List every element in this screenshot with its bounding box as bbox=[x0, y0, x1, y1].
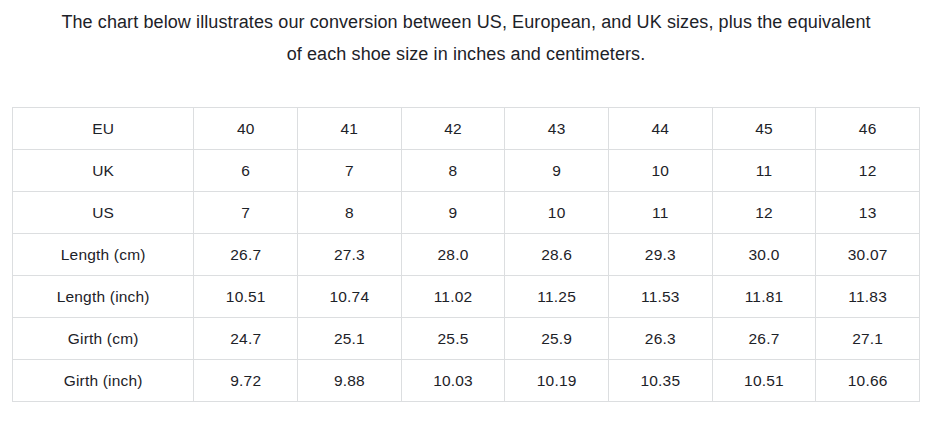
value-cell: 45 bbox=[712, 108, 816, 150]
table-row-eu: EU40414243444546 bbox=[13, 108, 920, 150]
value-cell: 8 bbox=[298, 192, 402, 234]
value-cell: 10.51 bbox=[194, 276, 298, 318]
value-cell: 30.0 bbox=[712, 234, 816, 276]
table-row-length-cm: Length (cm)26.727.328.028.629.330.030.07 bbox=[13, 234, 920, 276]
table-row-girth-inch: Girth (inch)9.729.8810.0310.1910.3510.51… bbox=[13, 360, 920, 402]
value-cell: 9 bbox=[401, 192, 505, 234]
table-body: EU40414243444546UK6789101112US7891011121… bbox=[13, 108, 920, 402]
value-cell: 25.1 bbox=[298, 318, 402, 360]
value-cell: 26.3 bbox=[609, 318, 713, 360]
value-cell: 27.1 bbox=[816, 318, 920, 360]
value-cell: 10.03 bbox=[401, 360, 505, 402]
value-cell: 10.74 bbox=[298, 276, 402, 318]
row-label: Length (inch) bbox=[13, 276, 194, 318]
value-cell: 40 bbox=[194, 108, 298, 150]
row-label: Length (cm) bbox=[13, 234, 194, 276]
page-title-line-1: The chart below illustrates our conversi… bbox=[0, 6, 932, 38]
value-cell: 9.88 bbox=[298, 360, 402, 402]
value-cell: 28.6 bbox=[505, 234, 609, 276]
value-cell: 11.53 bbox=[609, 276, 713, 318]
value-cell: 42 bbox=[401, 108, 505, 150]
value-cell: 46 bbox=[816, 108, 920, 150]
value-cell: 24.7 bbox=[194, 318, 298, 360]
table-row-girth-cm: Girth (cm)24.725.125.525.926.326.727.1 bbox=[13, 318, 920, 360]
value-cell: 11 bbox=[712, 150, 816, 192]
page-title: The chart below illustrates our conversi… bbox=[0, 0, 932, 70]
value-cell: 10.19 bbox=[505, 360, 609, 402]
value-cell: 11.81 bbox=[712, 276, 816, 318]
value-cell: 8 bbox=[401, 150, 505, 192]
table-row-uk: UK6789101112 bbox=[13, 150, 920, 192]
value-cell: 26.7 bbox=[194, 234, 298, 276]
value-cell: 10.35 bbox=[609, 360, 713, 402]
row-label: US bbox=[13, 192, 194, 234]
value-cell: 27.3 bbox=[298, 234, 402, 276]
value-cell: 10 bbox=[609, 150, 713, 192]
value-cell: 26.7 bbox=[712, 318, 816, 360]
value-cell: 11.02 bbox=[401, 276, 505, 318]
value-cell: 30.07 bbox=[816, 234, 920, 276]
value-cell: 11.25 bbox=[505, 276, 609, 318]
value-cell: 25.9 bbox=[505, 318, 609, 360]
value-cell: 25.5 bbox=[401, 318, 505, 360]
value-cell: 11.83 bbox=[816, 276, 920, 318]
value-cell: 10 bbox=[505, 192, 609, 234]
value-cell: 7 bbox=[298, 150, 402, 192]
size-conversion-table: EU40414243444546UK6789101112US7891011121… bbox=[12, 107, 920, 402]
value-cell: 6 bbox=[194, 150, 298, 192]
value-cell: 9 bbox=[505, 150, 609, 192]
value-cell: 44 bbox=[609, 108, 713, 150]
value-cell: 10.51 bbox=[712, 360, 816, 402]
value-cell: 12 bbox=[712, 192, 816, 234]
value-cell: 13 bbox=[816, 192, 920, 234]
page-title-line-2: of each shoe size in inches and centimet… bbox=[0, 38, 932, 70]
row-label: Girth (cm) bbox=[13, 318, 194, 360]
value-cell: 43 bbox=[505, 108, 609, 150]
table-row-us: US78910111213 bbox=[13, 192, 920, 234]
row-label: Girth (inch) bbox=[13, 360, 194, 402]
value-cell: 7 bbox=[194, 192, 298, 234]
table-row-length-inch: Length (inch)10.5110.7411.0211.2511.5311… bbox=[13, 276, 920, 318]
value-cell: 11 bbox=[609, 192, 713, 234]
value-cell: 12 bbox=[816, 150, 920, 192]
value-cell: 29.3 bbox=[609, 234, 713, 276]
value-cell: 28.0 bbox=[401, 234, 505, 276]
row-label: EU bbox=[13, 108, 194, 150]
value-cell: 41 bbox=[298, 108, 402, 150]
value-cell: 10.66 bbox=[816, 360, 920, 402]
value-cell: 9.72 bbox=[194, 360, 298, 402]
page: The chart below illustrates our conversi… bbox=[0, 0, 932, 424]
row-label: UK bbox=[13, 150, 194, 192]
